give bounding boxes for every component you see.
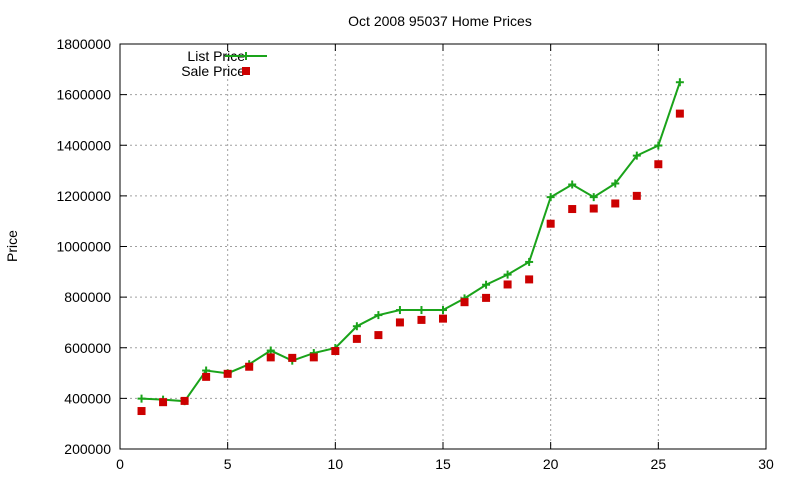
x-tick-label: 20 [543, 456, 559, 472]
sale-price-point [223, 369, 232, 378]
sale-price-point [503, 280, 512, 289]
sale-price-point [568, 205, 577, 214]
list-price-point [374, 311, 383, 320]
x-tick-label: 5 [224, 456, 232, 472]
y-tick-label: 600000 [64, 340, 111, 356]
list-price-point [525, 257, 534, 266]
list-price-point [439, 306, 447, 315]
sale-price-point [546, 219, 555, 228]
sale-price-point [266, 353, 275, 362]
plot-series [137, 78, 684, 416]
sale-price-point [202, 372, 211, 381]
list-price-point [611, 179, 620, 188]
sale-price-point [352, 334, 361, 343]
y-tick-label: 200000 [64, 441, 111, 457]
list-price-point [137, 394, 146, 403]
list-price-point [654, 141, 663, 150]
list-price-line [141, 81, 681, 403]
y-tick-label: 1800000 [56, 36, 111, 52]
chart-title: Oct 2008 95037 Home Prices [348, 13, 532, 29]
x-tick-label: 0 [116, 456, 124, 472]
legend-label-sale-price: Sale Price [181, 63, 245, 79]
list-price-point [568, 180, 577, 189]
grid-lines [120, 44, 766, 449]
sale-price-point [331, 347, 340, 356]
sale-price-point [632, 191, 641, 200]
sale-price-point [159, 398, 168, 407]
sale-price-point [180, 396, 189, 405]
list-price-point [546, 193, 555, 202]
sale-price-point [395, 318, 404, 327]
sale-price-point [654, 160, 663, 169]
sale-price-point [439, 314, 447, 323]
list-price-point [503, 270, 512, 279]
sale-price-point [245, 362, 254, 371]
y-tick-label: 800000 [64, 289, 111, 305]
y-tick-label: 1400000 [56, 137, 111, 153]
list-price-point [675, 78, 684, 87]
y-axis-title: Price [4, 230, 20, 262]
sale-price-point [589, 204, 598, 213]
sale-price-point [611, 199, 620, 208]
list-price-point [417, 306, 426, 315]
sale-price-point [460, 298, 469, 307]
legend-marker-list-price [242, 52, 250, 60]
list-price-point [589, 193, 598, 202]
legend-label-list-price: List Price [187, 48, 245, 64]
x-tick-label: 30 [758, 456, 774, 472]
y-tick-label: 400000 [64, 390, 111, 406]
sale-price-point [374, 331, 383, 340]
list-price-point [266, 346, 275, 355]
sale-price-point [675, 109, 684, 118]
x-tick-label: 25 [651, 456, 667, 472]
list-price-point [395, 306, 404, 315]
x-tick-label: 10 [328, 456, 344, 472]
x-tick-label: 15 [435, 456, 451, 472]
sale-price-point [288, 353, 297, 362]
y-tick-label: 1600000 [56, 87, 111, 103]
axes: 0 5 10 15 20 25 30 200000 400000 600000 800000 1000… [56, 36, 774, 472]
legend-marker-sale-price [242, 67, 250, 75]
sale-price-point [417, 315, 426, 324]
list-price-point [482, 280, 491, 289]
y-tick-label: 1200000 [56, 188, 111, 204]
sale-price-point [482, 293, 491, 302]
list-price-point [352, 322, 361, 331]
sale-price-point [137, 407, 146, 416]
list-price-point [632, 151, 641, 160]
sale-price-point [525, 275, 534, 284]
sale-price-point [309, 353, 318, 362]
y-tick-label: 1000000 [56, 239, 111, 255]
